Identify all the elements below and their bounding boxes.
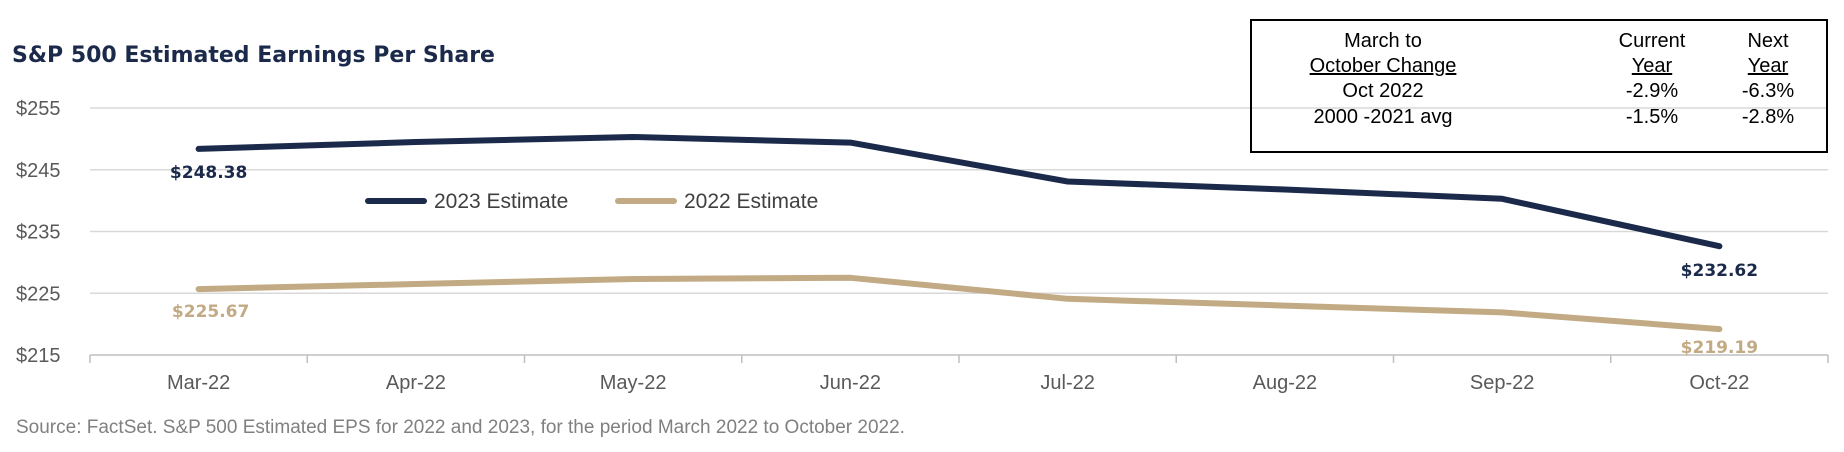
data-label: $219.19 xyxy=(1681,338,1758,358)
gridlines xyxy=(89,107,1829,363)
table-header-line-2: October Change xyxy=(1309,55,1457,77)
y-tick-label: $235 xyxy=(16,222,61,244)
legend-label: 2022 Estimate xyxy=(684,190,818,213)
legend-label: 2023 Estimate xyxy=(434,190,568,213)
x-axis-tick-labels: Mar-22 Apr-22 May-22 Jun-22 Jul-22 Aug-22 Sep-… xyxy=(167,372,1749,394)
data-label: $248.38 xyxy=(170,163,247,183)
table-row-label: Oct 2022 xyxy=(1342,80,1424,102)
table-row-label: 2000 -2021 avg xyxy=(1313,106,1453,128)
table-row-current: -2.9% xyxy=(1625,80,1679,102)
table-row-current: -1.5% xyxy=(1625,106,1679,128)
table-row-next: -6.3% xyxy=(1741,80,1795,102)
y-tick-label: $245 xyxy=(16,160,61,182)
table-col-next-line-1: Next xyxy=(1747,30,1789,52)
series-line xyxy=(195,274,1723,333)
x-tick-label: Jul-22 xyxy=(1040,372,1094,394)
y-tick-label: $225 xyxy=(16,283,61,305)
y-axis-tick-labels: $255 $245 $235 $225 $215 xyxy=(16,98,61,367)
x-tick-label: Oct-22 xyxy=(1689,372,1749,394)
table-col-next-line-2: Year xyxy=(1747,55,1789,77)
change-table: March to October Change Current Year Nex… xyxy=(1250,19,1828,153)
y-tick-label: $255 xyxy=(16,98,61,120)
x-tick-label: Apr-22 xyxy=(386,372,446,394)
series-lines xyxy=(195,134,1723,333)
y-tick-label: $215 xyxy=(16,345,61,367)
x-tick-label: Mar-22 xyxy=(167,372,230,394)
table-col-current-line-1: Current xyxy=(1618,30,1686,52)
chart-title: S&P 500 Estimated Earnings Per Share xyxy=(12,43,495,68)
table-row-next: -2.8% xyxy=(1741,106,1795,128)
legend: 2023 Estimate 2022 Estimate xyxy=(365,190,818,213)
x-tick-label: May-22 xyxy=(600,372,667,394)
x-tick-label: Aug-22 xyxy=(1253,372,1318,394)
data-label: $225.67 xyxy=(172,302,249,322)
source-note: Source: FactSet. S&P 500 Estimated EPS f… xyxy=(16,417,905,438)
data-labels: $248.38 $232.62 $225.67 $219.19 xyxy=(170,163,1758,358)
table-col-current-line-2: Year xyxy=(1631,55,1673,77)
x-tick-label: Jun-22 xyxy=(820,372,881,394)
x-tick-label: Sep-22 xyxy=(1470,372,1535,394)
data-label: $232.62 xyxy=(1681,261,1758,281)
series-line xyxy=(195,134,1723,250)
table-header-line-1: March to xyxy=(1344,30,1422,52)
